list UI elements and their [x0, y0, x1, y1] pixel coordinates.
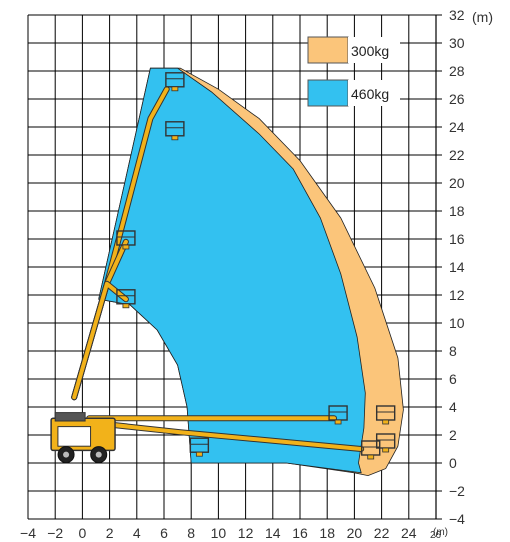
legend: 300kg 460kg: [307, 36, 400, 107]
engine-cover: [57, 426, 92, 447]
y-tick-label: 10: [449, 315, 465, 331]
x-tick-label: 10: [211, 525, 227, 541]
legend-label-bg-300kg: [348, 37, 400, 63]
y-tick-label: 4: [449, 399, 457, 415]
y-tick-label: 26: [449, 91, 465, 107]
y-tick-label: 2: [449, 427, 457, 443]
x-tick-label: 24: [401, 525, 417, 541]
wheel-hub: [63, 451, 70, 458]
y-unit-label: (m): [472, 9, 493, 25]
axis-unit-labels: (m) (m): [433, 9, 493, 538]
y-tick-label: 28: [449, 63, 465, 79]
envelope-areas: [98, 67, 404, 477]
legend-label-bg-460kg: [348, 80, 400, 106]
boom-section: [72, 281, 128, 400]
x-tick-label: 16: [292, 525, 308, 541]
y-tick-label: 6: [449, 371, 457, 387]
platform-mount: [171, 135, 179, 141]
y-tick-label: 8: [449, 343, 457, 359]
platform-mount: [122, 303, 130, 309]
x-tick-label: 22: [374, 525, 390, 541]
wheel-hub: [95, 451, 102, 458]
boom-section: [87, 420, 364, 451]
x-tick-label: −2: [47, 525, 63, 541]
platform-mount: [122, 244, 130, 250]
platform-mount: [334, 419, 342, 425]
y-tick-label: 0: [449, 455, 457, 471]
x-tick-label: 2: [106, 525, 114, 541]
y-tick-label: 32: [449, 7, 465, 23]
y-tick-label: 12: [449, 287, 465, 303]
x-tick-label: −4: [20, 525, 36, 541]
turntable: [54, 412, 86, 422]
x-tick-label: 6: [160, 525, 168, 541]
y-tick-label: 24: [449, 119, 465, 135]
x-tick-label: 0: [79, 525, 87, 541]
x-unit-label: (m): [433, 527, 448, 538]
x-tick-label: 8: [187, 525, 195, 541]
x-tick-label: 14: [265, 525, 281, 541]
y-tick-label: 20: [449, 175, 465, 191]
y-tick-label: 14: [449, 259, 465, 275]
legend-label-300kg: 300kg: [351, 43, 389, 59]
y-tick-label: 18: [449, 203, 465, 219]
x-tick-label: 4: [133, 525, 141, 541]
legend-label-460kg: 460kg: [351, 86, 389, 102]
legend-swatch-460kg: [307, 79, 349, 107]
platform-mount: [171, 86, 179, 92]
aerial-lift-illustration: [50, 72, 396, 464]
x-tick-label: 12: [238, 525, 254, 541]
y-tick-label: −4: [449, 511, 465, 527]
platform-mount: [195, 451, 203, 457]
y-tick-label: 30: [449, 35, 465, 51]
legend-swatch-300kg: [307, 36, 349, 64]
x-tick-label: 18: [319, 525, 335, 541]
envelope-area-460kg: [98, 67, 366, 474]
platform-mount: [367, 454, 375, 460]
y-tick-label: 16: [449, 231, 465, 247]
platform-mount: [382, 447, 390, 453]
x-tick-label: 26: [430, 530, 442, 541]
platform-mount: [382, 419, 390, 425]
x-tick-label: 20: [347, 525, 363, 541]
y-tick-label: 22: [449, 147, 465, 163]
y-tick-label: −2: [449, 483, 465, 499]
